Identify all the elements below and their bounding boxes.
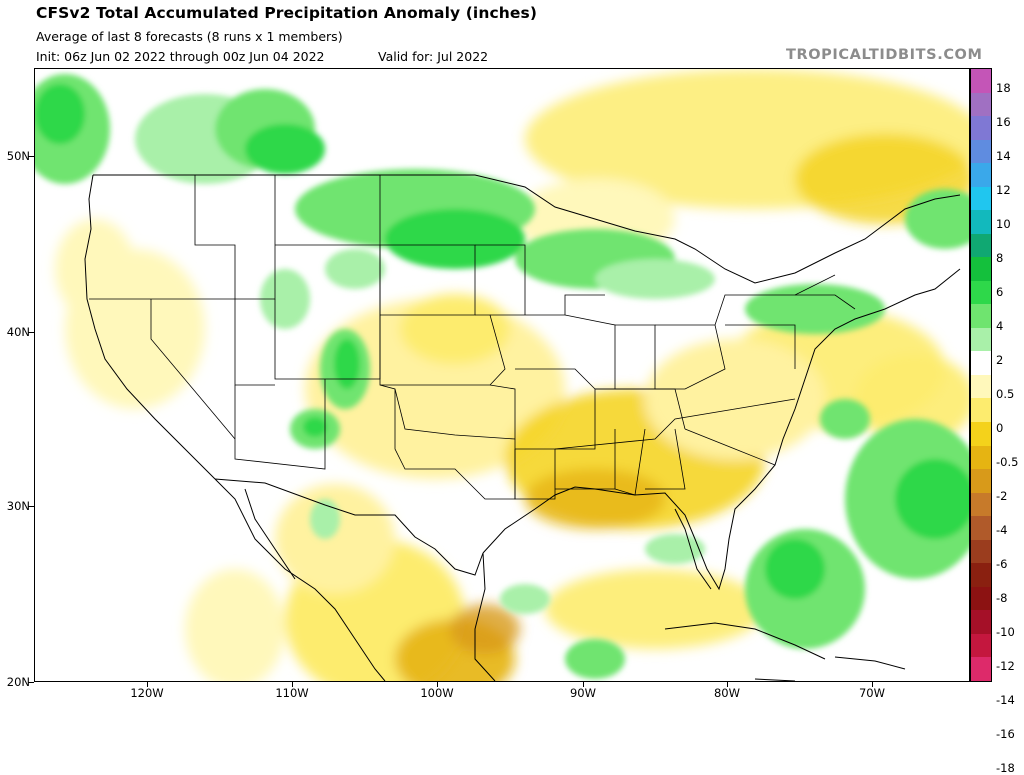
lat-tick	[28, 156, 34, 157]
colorbar-label: -12	[996, 659, 1015, 673]
colorbar-segment	[971, 186, 991, 211]
lon-label-100w: 100W	[420, 686, 454, 700]
colorbar-label: -16	[996, 727, 1015, 741]
lat-tick	[28, 332, 34, 333]
lon-label-70w: 70W	[858, 686, 885, 700]
colorbar-label: 8	[996, 251, 1004, 265]
colorbar-segment	[971, 69, 991, 93]
colorbar-segment	[971, 633, 991, 658]
colorbar-label: -4	[996, 523, 1008, 537]
lat-tick	[28, 506, 34, 507]
lat-label-40n: 40N	[6, 325, 30, 339]
lon-tick	[872, 682, 873, 687]
colorbar-label: 14	[996, 149, 1011, 163]
colorbar-label: -0.5	[996, 455, 1019, 469]
colorbar-segment	[971, 139, 991, 164]
lon-label-110w: 110W	[275, 686, 309, 700]
colorbar-segment	[971, 304, 991, 328]
colorbar-segment	[971, 92, 991, 117]
colorbar-label: 0.5	[996, 387, 1015, 401]
colorbar-label: 0	[996, 421, 1004, 435]
colorbar-label: -14	[996, 693, 1015, 707]
colorbar-segment	[971, 210, 991, 234]
lat-label-30n: 30N	[6, 499, 30, 513]
colorbar-label: -8	[996, 591, 1008, 605]
colorbar-label: 6	[996, 285, 1004, 299]
colorbar	[970, 68, 992, 682]
colorbar-segment	[971, 280, 991, 305]
colorbar-segment	[971, 516, 991, 540]
colorbar-label: -10	[996, 625, 1015, 639]
colorbar-label: 16	[996, 115, 1011, 129]
dry-anomaly-fields	[55, 69, 969, 681]
lon-tick	[727, 682, 728, 687]
map-subtitle: Average of last 8 forecasts (8 runs x 1 …	[36, 29, 343, 44]
colorbar-segment	[971, 351, 991, 375]
colorbar-label: 12	[996, 183, 1011, 197]
watermark: TROPICALTIDBITS.COM	[786, 47, 983, 63]
wet-anomaly-fields	[35, 74, 969, 679]
colorbar-segment	[971, 563, 991, 587]
colorbar-segment	[971, 398, 991, 422]
colorbar-label: -2	[996, 489, 1008, 503]
colorbar-segment	[971, 610, 991, 634]
colorbar-segment	[971, 492, 991, 517]
lon-label-80w: 80W	[713, 686, 740, 700]
colorbar-segment	[971, 586, 991, 611]
lat-tick	[28, 682, 34, 683]
precipitation-anomaly-map	[34, 68, 970, 682]
lon-tick	[437, 682, 438, 687]
map-title: CFSv2 Total Accumulated Precipitation An…	[36, 4, 538, 22]
lon-tick	[147, 682, 148, 687]
lat-label-50n: 50N	[6, 149, 30, 163]
colorbar-segment	[971, 163, 991, 187]
colorbar-segment	[971, 539, 991, 564]
valid-time: Valid for: Jul 2022	[378, 49, 489, 64]
colorbar-segment	[971, 116, 991, 140]
colorbar-segment	[971, 469, 991, 493]
colorbar-label: -18	[996, 761, 1015, 775]
lon-tick	[292, 682, 293, 687]
colorbar-segment	[971, 374, 991, 399]
colorbar-segment	[971, 233, 991, 258]
lat-label-20n: 20N	[6, 675, 30, 689]
colorbar-label: 2	[996, 353, 1004, 367]
init-time: Init: 06z Jun 02 2022 through 00z Jun 04…	[36, 49, 325, 64]
colorbar-segment	[971, 257, 991, 281]
lon-label-90w: 90W	[569, 686, 596, 700]
lon-label-120w: 120W	[130, 686, 164, 700]
colorbar-label: 4	[996, 319, 1004, 333]
colorbar-segment	[971, 327, 991, 352]
state-boundaries	[89, 175, 856, 500]
colorbar-segment	[971, 421, 991, 446]
colorbar-segment	[971, 657, 991, 681]
lon-tick	[583, 682, 584, 687]
colorbar-label: -6	[996, 557, 1008, 571]
colorbar-label: 10	[996, 217, 1011, 231]
colorbar-segment	[971, 445, 991, 470]
colorbar-label: 18	[996, 81, 1011, 95]
